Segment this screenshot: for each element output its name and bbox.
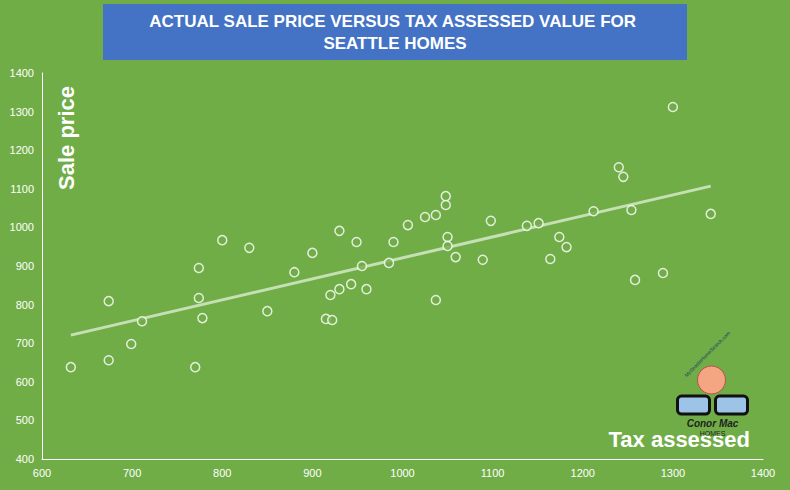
svg-text:600: 600 bbox=[16, 376, 34, 388]
svg-text:1400: 1400 bbox=[751, 467, 775, 479]
svg-text:1000: 1000 bbox=[10, 221, 34, 233]
svg-text:HOMES: HOMES bbox=[700, 430, 726, 437]
svg-text:Sale price: Sale price bbox=[54, 86, 79, 190]
svg-text:400: 400 bbox=[16, 453, 34, 465]
svg-text:900: 900 bbox=[16, 260, 34, 272]
svg-text:SEATTLE HOMES: SEATTLE HOMES bbox=[323, 34, 466, 53]
svg-text:700: 700 bbox=[16, 337, 34, 349]
svg-text:1200: 1200 bbox=[10, 144, 34, 156]
svg-text:500: 500 bbox=[16, 414, 34, 426]
svg-text:Conor Mac: Conor Mac bbox=[687, 418, 739, 429]
svg-text:Tax assessed: Tax assessed bbox=[609, 427, 750, 452]
svg-text:1000: 1000 bbox=[390, 467, 414, 479]
svg-text:1300: 1300 bbox=[10, 106, 34, 118]
svg-text:1100: 1100 bbox=[10, 183, 34, 195]
svg-text:ACTUAL SALE PRICE VERSUS TAX A: ACTUAL SALE PRICE VERSUS TAX ASSESSED VA… bbox=[149, 12, 641, 31]
svg-text:1300: 1300 bbox=[661, 467, 685, 479]
svg-text:1400: 1400 bbox=[10, 67, 34, 79]
svg-text:1200: 1200 bbox=[571, 467, 595, 479]
svg-text:900: 900 bbox=[303, 467, 321, 479]
svg-text:700: 700 bbox=[123, 467, 141, 479]
svg-text:600: 600 bbox=[33, 467, 51, 479]
svg-text:800: 800 bbox=[213, 467, 231, 479]
svg-text:800: 800 bbox=[16, 299, 34, 311]
svg-text:1100: 1100 bbox=[481, 467, 505, 479]
svg-text:MySeattleHomeSearch.com: MySeattleHomeSearch.com bbox=[683, 330, 731, 378]
